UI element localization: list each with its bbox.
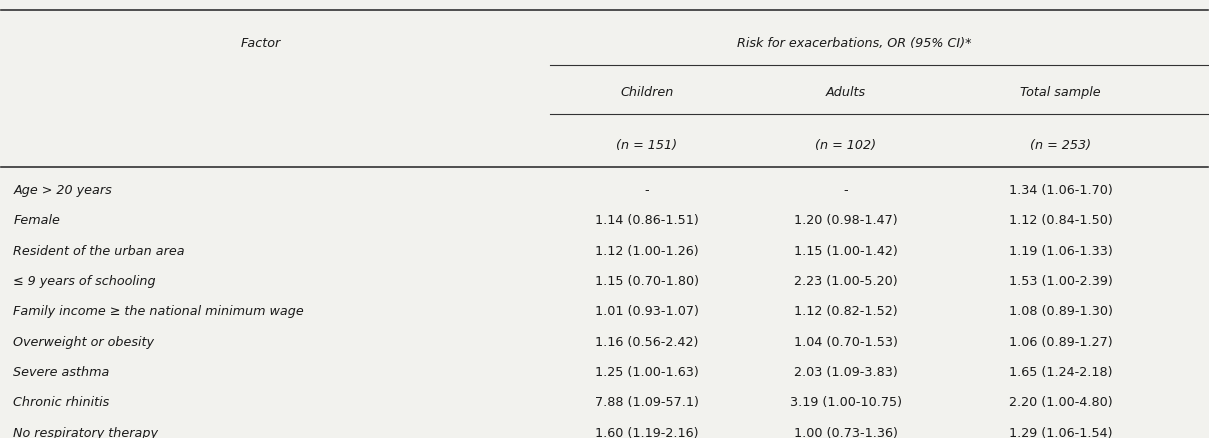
- Text: 1.06 (0.89-1.27): 1.06 (0.89-1.27): [1008, 336, 1112, 349]
- Text: 1.04 (0.70-1.53): 1.04 (0.70-1.53): [794, 336, 897, 349]
- Text: (n = 102): (n = 102): [815, 139, 877, 152]
- Text: Female: Female: [13, 214, 60, 227]
- Text: ≤ 9 years of schooling: ≤ 9 years of schooling: [13, 275, 156, 288]
- Text: Resident of the urban area: Resident of the urban area: [13, 244, 185, 258]
- Text: Severe asthma: Severe asthma: [13, 366, 110, 379]
- Text: 1.19 (1.06-1.33): 1.19 (1.06-1.33): [1008, 244, 1112, 258]
- Text: 1.00 (0.73-1.36): 1.00 (0.73-1.36): [794, 427, 897, 438]
- Text: Factor: Factor: [241, 37, 280, 50]
- Text: 1.34 (1.06-1.70): 1.34 (1.06-1.70): [1008, 184, 1112, 197]
- Text: Risk for exacerbations, OR (95% CI)*: Risk for exacerbations, OR (95% CI)*: [737, 37, 972, 50]
- Text: 1.60 (1.19-2.16): 1.60 (1.19-2.16): [595, 427, 699, 438]
- Text: Total sample: Total sample: [1020, 86, 1100, 99]
- Text: 2.03 (1.09-3.83): 2.03 (1.09-3.83): [794, 366, 897, 379]
- Text: Chronic rhinitis: Chronic rhinitis: [13, 396, 110, 410]
- Text: 1.53 (1.00-2.39): 1.53 (1.00-2.39): [1008, 275, 1112, 288]
- Text: No respiratory therapy: No respiratory therapy: [13, 427, 158, 438]
- Text: 1.29 (1.06-1.54): 1.29 (1.06-1.54): [1008, 427, 1112, 438]
- Text: (n = 151): (n = 151): [617, 139, 677, 152]
- Text: Children: Children: [620, 86, 673, 99]
- Text: 1.15 (0.70-1.80): 1.15 (0.70-1.80): [595, 275, 699, 288]
- Text: 1.12 (0.84-1.50): 1.12 (0.84-1.50): [1008, 214, 1112, 227]
- Text: 1.25 (1.00-1.63): 1.25 (1.00-1.63): [595, 366, 699, 379]
- Text: 2.20 (1.00-4.80): 2.20 (1.00-4.80): [1008, 396, 1112, 410]
- Text: 1.65 (1.24-2.18): 1.65 (1.24-2.18): [1008, 366, 1112, 379]
- Text: -: -: [644, 184, 649, 197]
- Text: Family income ≥ the national minimum wage: Family income ≥ the national minimum wag…: [13, 305, 305, 318]
- Text: 3.19 (1.00-10.75): 3.19 (1.00-10.75): [789, 396, 902, 410]
- Text: 1.16 (0.56-2.42): 1.16 (0.56-2.42): [595, 336, 699, 349]
- Text: 1.08 (0.89-1.30): 1.08 (0.89-1.30): [1008, 305, 1112, 318]
- Text: Adults: Adults: [826, 86, 866, 99]
- Text: 1.12 (0.82-1.52): 1.12 (0.82-1.52): [794, 305, 897, 318]
- Text: 1.12 (1.00-1.26): 1.12 (1.00-1.26): [595, 244, 699, 258]
- Text: 1.20 (0.98-1.47): 1.20 (0.98-1.47): [794, 214, 897, 227]
- Text: Overweight or obesity: Overweight or obesity: [13, 336, 155, 349]
- Text: 1.14 (0.86-1.51): 1.14 (0.86-1.51): [595, 214, 699, 227]
- Text: Age > 20 years: Age > 20 years: [13, 184, 112, 197]
- Text: -: -: [844, 184, 848, 197]
- Text: 1.01 (0.93-1.07): 1.01 (0.93-1.07): [595, 305, 699, 318]
- Text: (n = 253): (n = 253): [1030, 139, 1091, 152]
- Text: 1.15 (1.00-1.42): 1.15 (1.00-1.42): [794, 244, 897, 258]
- Text: 7.88 (1.09-57.1): 7.88 (1.09-57.1): [595, 396, 699, 410]
- Text: 2.23 (1.00-5.20): 2.23 (1.00-5.20): [794, 275, 897, 288]
